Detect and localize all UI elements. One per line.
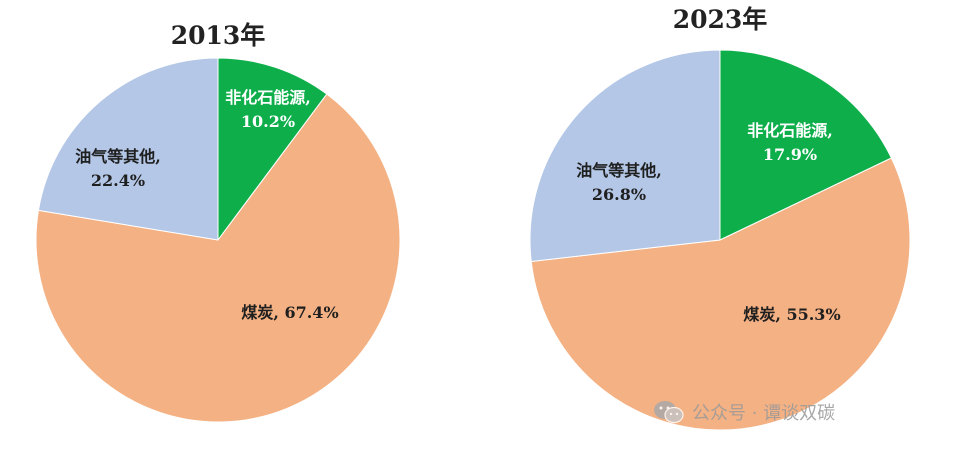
pie-slice <box>35 93 401 423</box>
pie-slice <box>529 49 721 262</box>
watermark: 公众号 · 谭谈双碳 <box>652 398 835 426</box>
slice-label: 煤炭, 67.4% <box>241 303 338 322</box>
slice-label: 煤炭, 55.3% <box>743 305 840 324</box>
pie-slice <box>37 57 219 241</box>
pie-slice <box>530 157 911 431</box>
pie-slice <box>217 57 328 242</box>
chart-title: 2013年 <box>171 21 266 50</box>
watermark-text: 公众号 · 谭谈双碳 <box>692 403 836 424</box>
pie-slice <box>719 49 893 241</box>
pie-chart-2023: 2023年 非化石能源, 17.9% 煤炭, 55.3% 油气等其他, 26.8% <box>529 5 911 431</box>
slice-label: 油气等其他, 22.4% <box>75 147 161 190</box>
chart-title: 2023年 <box>673 5 768 34</box>
slice-label: 油气等其他, 26.8% <box>576 161 662 204</box>
slice-label: 非化石能源, 17.9% <box>747 121 833 164</box>
slice-label: 非化石能源, 10.2% <box>225 88 311 131</box>
pie-chart-2013: 2013年 非化石能源, 10.2% 煤炭, 67.4% 油气等其他, 22.4% <box>35 21 401 423</box>
wechat-icon <box>654 401 684 424</box>
